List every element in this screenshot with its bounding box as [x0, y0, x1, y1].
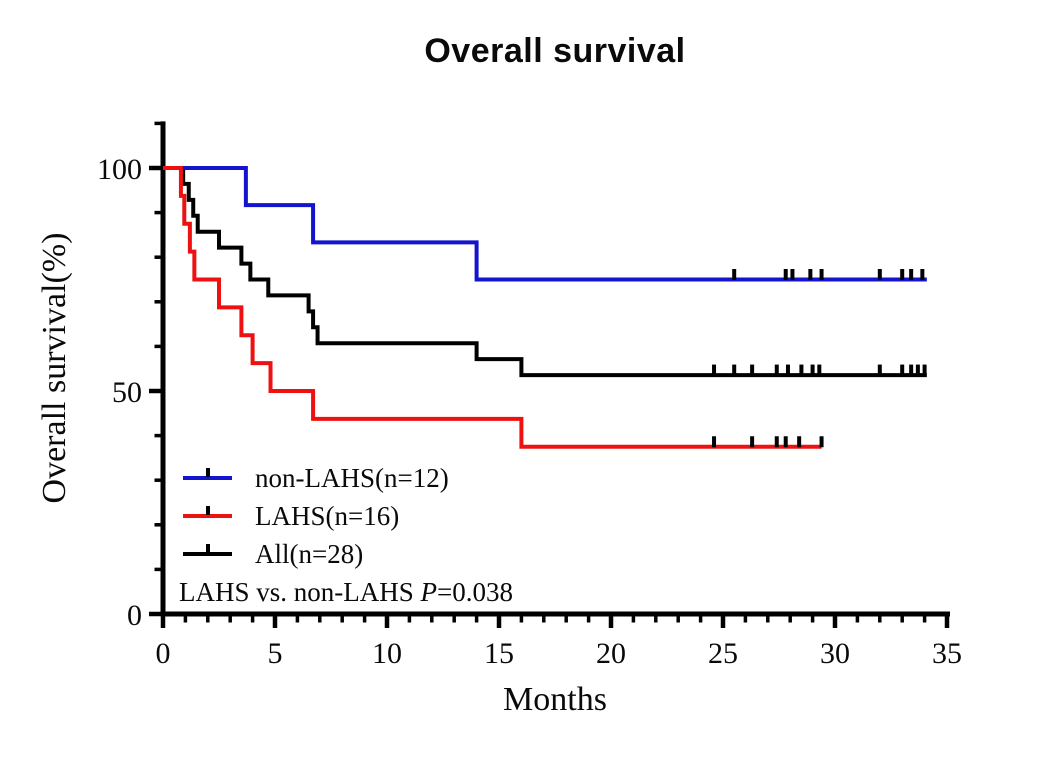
censor-tick — [785, 364, 790, 376]
censor-tick — [774, 436, 779, 448]
censor-tick — [799, 364, 804, 376]
censor-tick — [915, 364, 920, 376]
legend-entry-non-lahs: non-LAHS(n=12) — [183, 459, 449, 497]
censor-tick — [817, 364, 822, 376]
legend-label: non-LAHS(n=12) — [255, 462, 449, 493]
censor-tick — [797, 436, 802, 448]
legend-line-symbol-all — [183, 544, 232, 556]
legend-line-symbol-non-lahs — [183, 468, 232, 480]
censor-tick — [783, 269, 788, 280]
censor-tick — [877, 269, 882, 280]
legend-label: LAHS(n=16) — [255, 500, 400, 531]
p-value-text: LAHS vs. non-LAHS — [179, 577, 421, 607]
legend: non-LAHS(n=12) LAHS(n=16) All(n=28) — [183, 459, 449, 573]
censor-tick — [810, 364, 815, 376]
censor-tick — [808, 269, 813, 280]
x-tick-label-15: 15 — [484, 637, 514, 670]
x-tick-label-30: 30 — [820, 637, 850, 670]
legend-line-symbol-lahs — [183, 506, 232, 518]
censor-tick-icon — [205, 544, 210, 553]
censor-tick — [732, 364, 737, 376]
censor-tick — [922, 364, 927, 376]
y-tick-label-100: 100 — [97, 153, 142, 186]
p-value-number: =0.038 — [437, 577, 513, 607]
x-tick-label-25: 25 — [708, 637, 738, 670]
p-value-symbol: P — [420, 577, 438, 607]
censor-tick — [909, 269, 914, 280]
censor-tick — [712, 436, 717, 448]
censor-tick — [909, 364, 914, 376]
survival-curve-all — [163, 166, 927, 378]
legend-entry-lahs: LAHS(n=16) — [183, 497, 449, 535]
x-tick-label-0: 0 — [156, 637, 171, 670]
censor-tick — [819, 436, 824, 448]
x-tick-label-10: 10 — [372, 637, 402, 670]
censor-tick — [790, 269, 795, 280]
p-value-annotation: LAHS vs. non-LAHS P=0.038 — [179, 577, 513, 608]
x-tick-label-5: 5 — [268, 637, 283, 670]
x-tick-label-20: 20 — [596, 637, 626, 670]
x-tick-label-35: 35 — [932, 637, 962, 670]
y-tick-label-0: 0 — [127, 599, 142, 632]
y-axis-label: Overall survival(%) — [36, 232, 73, 504]
censor-tick — [920, 269, 925, 280]
censor-tick — [774, 364, 779, 376]
survival-curve-lahs — [163, 166, 822, 449]
censor-tick — [900, 364, 905, 376]
censor-tick — [819, 269, 824, 280]
censor-tick — [900, 269, 905, 280]
censor-tick — [783, 436, 788, 448]
censor-tick — [750, 436, 755, 448]
y-tick-label-50: 50 — [112, 376, 142, 409]
censor-tick — [877, 364, 882, 376]
survival-curve-non-lahs — [163, 166, 927, 282]
legend-label: All(n=28) — [255, 538, 364, 569]
x-axis-label: Months — [503, 681, 607, 718]
censor-tick — [712, 364, 717, 376]
censor-tick-icon — [205, 506, 210, 515]
censor-tick — [732, 269, 737, 280]
chart-title: Overall survival — [424, 32, 686, 70]
legend-entry-all: All(n=28) — [183, 535, 449, 573]
censor-tick-icon — [205, 468, 210, 477]
censor-tick — [750, 364, 755, 376]
